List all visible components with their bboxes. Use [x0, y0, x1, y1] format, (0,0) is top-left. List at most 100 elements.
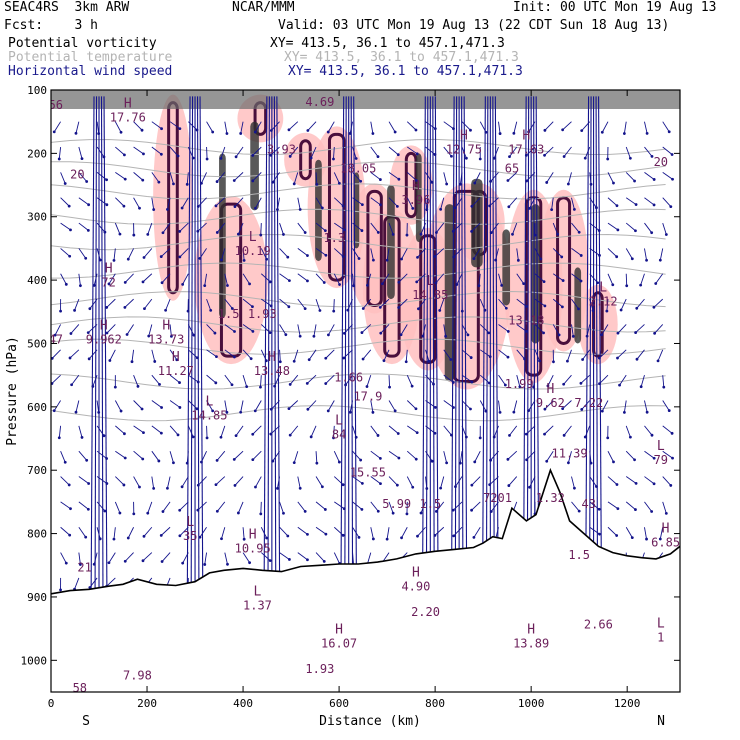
wind-vector-head — [658, 258, 662, 262]
wind-vector-head — [152, 487, 156, 490]
wind-vector — [142, 273, 153, 283]
wind-vector — [234, 476, 244, 486]
wind-vector — [607, 526, 617, 536]
wind-vector — [206, 374, 217, 384]
wind-vector-head — [635, 306, 639, 310]
y-tick-label: 600 — [27, 401, 47, 414]
wind-vector — [534, 298, 546, 307]
wind-vector-head — [630, 536, 634, 539]
wind-vector — [551, 197, 554, 210]
wind-vector — [607, 222, 619, 231]
wind-vector — [307, 400, 317, 410]
theta-contour — [51, 138, 666, 156]
wind-vector — [315, 451, 318, 464]
wind-vector — [493, 146, 499, 159]
wind-vector-head — [254, 206, 257, 210]
wind-vector-head — [138, 206, 141, 210]
wind-vector-head — [80, 157, 84, 161]
wind-vector-head — [391, 511, 395, 515]
wind-core — [250, 121, 259, 211]
wind-vector — [315, 273, 325, 283]
wind-vector-head — [667, 409, 671, 412]
wind-vector — [662, 121, 670, 133]
wind-vector-head — [600, 409, 604, 413]
extremum-value: 7.98 — [123, 668, 152, 682]
wind-vector-head — [385, 537, 389, 541]
wind-vector — [224, 400, 228, 413]
wind-vector-head — [233, 330, 236, 333]
wind-vector — [508, 476, 518, 486]
wind-vector — [240, 121, 244, 134]
wind-vector-head — [450, 154, 453, 158]
wind-vector-head — [579, 279, 583, 283]
wind-vector — [115, 476, 125, 486]
wind-vector-head — [562, 433, 566, 437]
wind-vector — [297, 197, 301, 210]
wind-vector — [151, 450, 160, 462]
wind-vector — [388, 400, 396, 412]
wind-vector — [333, 552, 340, 564]
extremum-label: H — [105, 261, 113, 276]
wind-column-line — [350, 96, 354, 634]
wind-vector — [60, 248, 70, 257]
wind-vector-head — [500, 283, 504, 287]
wind-vector — [601, 121, 609, 133]
wind-vector-head — [141, 280, 145, 284]
wind-vector — [315, 248, 327, 256]
wind-vector — [571, 501, 580, 512]
wind-vector — [383, 349, 390, 361]
wind-vector — [625, 248, 633, 259]
wind-vector — [169, 324, 172, 337]
wind-vector-head — [292, 182, 296, 186]
wind-vector — [625, 425, 631, 438]
wind-vector-head — [616, 331, 620, 335]
wind-vector-head — [288, 558, 291, 561]
wind-vector — [398, 273, 408, 283]
wind-vector-head — [259, 385, 262, 389]
wind-vector — [297, 324, 301, 337]
wind-vector-head — [88, 586, 92, 589]
wind-vector — [242, 298, 253, 307]
wind-vector — [260, 501, 262, 514]
wind-vector — [151, 172, 160, 183]
extremum-value: 11.39 — [552, 447, 588, 461]
wind-vector-head — [506, 355, 510, 359]
wind-vector-head — [518, 385, 522, 389]
wind-vector-head — [379, 331, 383, 335]
extremum-value: 56 — [49, 98, 63, 112]
wind-vector — [386, 248, 390, 261]
wind-vector — [115, 172, 126, 180]
wind-vector-head — [287, 407, 291, 411]
wind-vector-head — [472, 536, 476, 539]
wind-vector — [108, 552, 116, 563]
wind-vector-head — [84, 535, 88, 539]
wind-vector — [197, 197, 207, 207]
wind-vector-head — [306, 407, 310, 411]
wind-vector — [644, 172, 655, 180]
wind-vector-head — [634, 229, 637, 233]
wind-vector — [479, 374, 490, 384]
wind-vector — [534, 324, 544, 334]
wind-vector-head — [571, 334, 575, 338]
wind-vector-head — [434, 509, 438, 513]
wind-vector-head — [597, 507, 601, 511]
extremum-value: 65 — [505, 161, 519, 175]
wind-vector — [333, 299, 335, 312]
wind-vector-head — [64, 561, 68, 565]
wind-vector — [400, 324, 408, 335]
wind-vector — [625, 172, 635, 182]
wind-vector-head — [215, 458, 219, 462]
wind-vector-head — [606, 436, 610, 440]
wind-vector-head — [276, 486, 279, 490]
wind-vector-head — [112, 537, 116, 541]
wind-vector — [124, 298, 134, 308]
wind-vector-head — [622, 132, 626, 135]
wind-vector — [133, 425, 144, 434]
model-label: SEAC4RS 3km ARW — [4, 0, 130, 15]
wind-vector — [607, 197, 618, 207]
wind-vector-head — [288, 154, 292, 158]
wind-vector-head — [103, 509, 107, 513]
extremum-value: 13.73 — [148, 332, 184, 346]
wind-vector — [333, 425, 335, 438]
wind-vector — [133, 172, 144, 181]
